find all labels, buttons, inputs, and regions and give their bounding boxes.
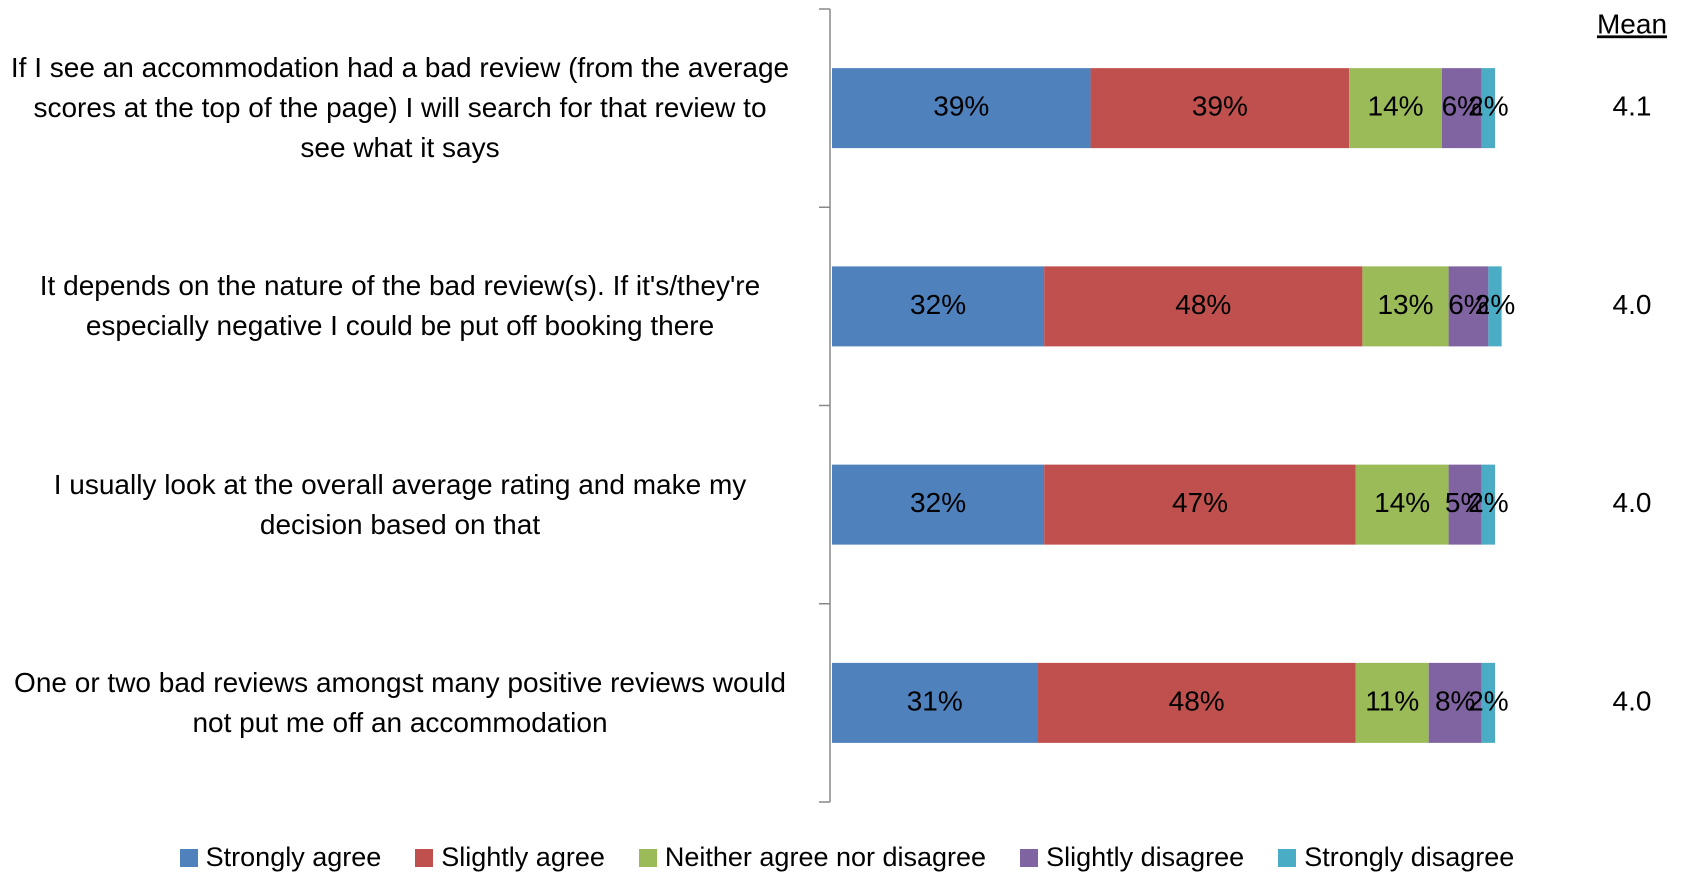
- bar-segment: [1481, 464, 1495, 545]
- legend-item: Neither agree nor disagree: [638, 842, 987, 873]
- bar-segment: [1488, 266, 1502, 347]
- data-label: 2%: [1468, 487, 1508, 518]
- bar-segment: [1090, 68, 1350, 149]
- mean-value: 4.0: [1613, 685, 1652, 716]
- data-label: 31%: [907, 685, 963, 716]
- bar-segment: [1355, 464, 1449, 545]
- data-label: 2%: [1468, 91, 1508, 122]
- legend-swatch: [179, 848, 198, 867]
- data-label: 39%: [1192, 91, 1248, 122]
- data-label: 8%: [1435, 685, 1475, 716]
- data-label: 47%: [1172, 487, 1228, 518]
- data-label: 5%: [1445, 487, 1485, 518]
- legend-label: Slightly agree: [441, 842, 605, 872]
- mean-value: 4.0: [1613, 487, 1652, 518]
- category-label: One or two bad reviews amongst many posi…: [14, 666, 786, 738]
- bar-segment: [832, 464, 1045, 545]
- data-label: 13%: [1377, 289, 1433, 320]
- data-label: 2%: [1475, 289, 1515, 320]
- category-label: It depends on the nature of the bad revi…: [39, 270, 761, 342]
- bar-segment: [1428, 662, 1482, 743]
- bar-segment: [1349, 68, 1442, 149]
- legend-swatch: [1278, 848, 1297, 867]
- data-label: 48%: [1175, 289, 1231, 320]
- mean-title: Mean: [1597, 8, 1667, 39]
- mean-value: 4.1: [1613, 91, 1652, 122]
- legend-swatch: [638, 848, 657, 867]
- data-label: 14%: [1368, 91, 1424, 122]
- data-label: 6%: [1442, 91, 1482, 122]
- legend-item: Slightly agree: [415, 842, 605, 873]
- data-label: 11%: [1365, 685, 1419, 716]
- legend-label: Strongly disagree: [1304, 842, 1515, 872]
- data-label: 6%: [1448, 289, 1488, 320]
- data-label: 32%: [910, 487, 966, 518]
- mean-value: 4.0: [1613, 289, 1652, 320]
- bar-segment: [1441, 68, 1482, 149]
- legend-label: Neither agree nor disagree: [664, 842, 987, 872]
- bar-segment: [1355, 662, 1429, 743]
- data-label: 14%: [1374, 487, 1430, 518]
- bar-segment: [1448, 464, 1482, 545]
- bar-segment: [1037, 662, 1356, 743]
- legend-label: Strongly agree: [205, 842, 382, 872]
- category-label: I usually look at the overall average ra…: [53, 468, 747, 540]
- data-label: 48%: [1169, 685, 1225, 716]
- bar-segment: [832, 266, 1045, 347]
- legend-item: Strongly disagree: [1278, 842, 1514, 873]
- bar-segment: [1044, 464, 1356, 545]
- legend-swatch: [415, 848, 434, 867]
- bar-segment: [1448, 266, 1489, 347]
- data-label: 2%: [1468, 685, 1508, 716]
- bar-segment: [832, 68, 1091, 149]
- data-label: 32%: [910, 289, 966, 320]
- category-label: If I see an accommodation had a bad revi…: [10, 52, 790, 164]
- bar-segment: [1362, 266, 1449, 347]
- legend-label: Slightly disagree: [1046, 842, 1245, 872]
- bar-segment: [1481, 68, 1495, 149]
- legend-item: Strongly agree: [179, 842, 382, 873]
- bar-segment: [1044, 266, 1363, 347]
- data-label: 39%: [933, 91, 989, 122]
- legend: Strongly agree Slightly agree Neither agre…: [0, 842, 1694, 873]
- legend-item: Slightly disagree: [1020, 842, 1244, 873]
- bar-segment: [1481, 662, 1495, 743]
- bar-segment: [832, 662, 1038, 743]
- legend-swatch: [1020, 848, 1039, 867]
